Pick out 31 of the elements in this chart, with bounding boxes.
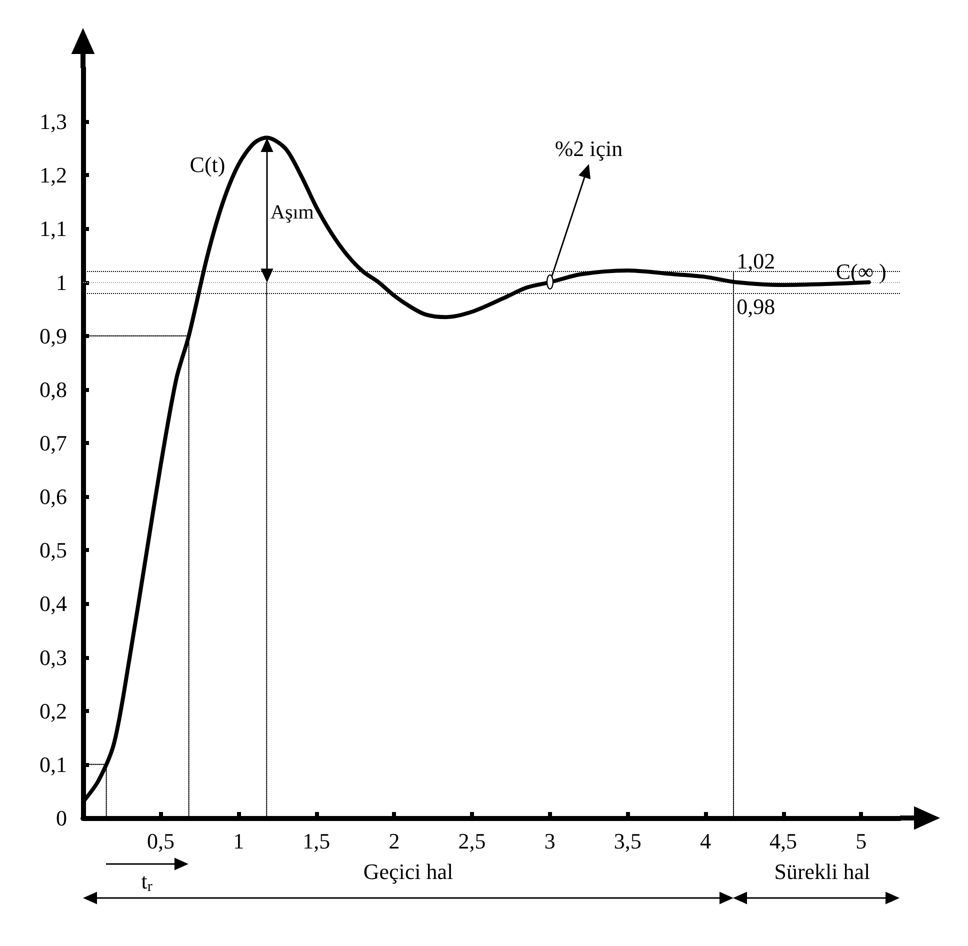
text: Sürekli hal [774,859,870,884]
annotation: 0,98 [736,294,776,319]
y-tick-label: 0 [56,806,67,830]
x-tick-label: 1,5 [302,828,330,854]
y-tick-label: 0,9 [40,323,67,348]
y-tick-label: 0,8 [40,376,67,402]
y-tick-label: 1,2 [40,162,67,188]
x-tick-label: 0,5 [147,828,175,854]
x-tick-label: 3 [544,828,556,854]
x-tick-label: 3,5 [614,828,642,854]
y-tick-label: 0,4 [40,591,67,616]
x-tick-label: 2 [388,828,400,854]
y-tick-label: 0,2 [40,698,67,724]
text: Geçici hal [363,859,454,884]
x-tick-label: 2,5 [458,828,486,854]
annotation: C(t) [190,152,226,177]
y-tick-label: 1,1 [40,216,67,242]
x-tick-label: 5 [856,828,867,854]
y-tick-label: 0,6 [40,484,67,510]
x-tick-label: 4 [700,828,711,854]
annotation: 1,02 [736,248,776,274]
y-tick-label: 0,1 [40,752,67,777]
y-tick-label: 1 [56,270,67,295]
y-tick-label: 1,3 [40,109,67,134]
x-tick-label: 1 [233,828,244,854]
y-tick-label: 0,3 [40,644,67,670]
y-tick-label: 0,5 [40,538,67,563]
annotation: Aşım [270,202,314,224]
annotation: %2 için [554,136,623,161]
x-tick-label: 4,5 [770,828,798,854]
y-tick-label: 0,7 [40,430,67,456]
